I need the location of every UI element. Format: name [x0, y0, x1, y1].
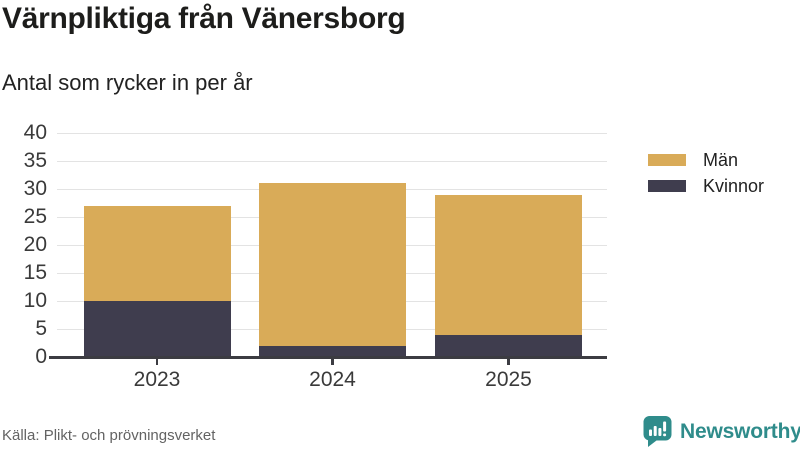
bar-segment-men — [83, 205, 231, 301]
source-note: Källa: Plikt- och prövningsverket — [2, 427, 216, 444]
x-axis-tick-label: 2024 — [309, 368, 356, 391]
newsworthy-logo: Newsworthy — [643, 416, 800, 447]
y-axis-tick-label: 10 — [23, 289, 47, 312]
bar-segment-women — [259, 345, 406, 357]
x-axis-line — [49, 355, 607, 359]
newsworthy-bubble-chart-icon — [643, 416, 672, 447]
y-axis-tick-label: 0 — [35, 345, 47, 368]
bar-segment-men — [435, 194, 582, 335]
legend-item-men: Män — [648, 147, 764, 173]
y-axis-tick-label: 20 — [23, 233, 47, 256]
bar-segment-women — [435, 334, 582, 357]
gridline — [57, 160, 607, 162]
legend-label-men: Män — [703, 149, 739, 170]
y-axis-tick-label: 40 — [23, 121, 47, 144]
newsworthy-wordmark: Newsworthy — [680, 419, 800, 443]
gridline — [57, 132, 607, 134]
y-axis-tick-label: 25 — [23, 205, 47, 228]
x-axis-tick — [155, 358, 159, 365]
stacked-bar-chart: 0 5 10 15 20 25 30 35 40 2023 2024 2025 — [0, 120, 620, 400]
bar-segment-men — [259, 183, 406, 346]
legend-label-women: Kvinnor — [703, 175, 765, 196]
legend-swatch-men — [648, 154, 686, 166]
x-axis-tick-label: 2023 — [133, 368, 181, 391]
x-axis-tick — [507, 358, 510, 365]
legend-item-women: Kvinnor — [648, 173, 764, 199]
y-axis-tick-label: 30 — [23, 177, 47, 200]
y-axis-tick-label: 5 — [35, 317, 47, 340]
legend-swatch-women — [648, 180, 686, 192]
y-axis-tick-label: 15 — [23, 261, 47, 284]
bar-segment-women — [83, 301, 231, 357]
y-axis-tick-label: 35 — [23, 149, 47, 172]
legend: Män Kvinnor — [648, 147, 764, 199]
chart-title: Värnpliktiga från Vänersborg — [2, 2, 406, 35]
x-axis-tick — [331, 358, 334, 365]
chart-subtitle: Antal som rycker in per år — [2, 70, 253, 95]
x-axis-tick-label: 2025 — [485, 368, 532, 391]
